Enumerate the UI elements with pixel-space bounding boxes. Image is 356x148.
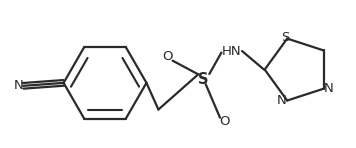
Text: S: S (281, 31, 289, 44)
Text: O: O (219, 115, 230, 128)
Text: N: N (14, 79, 23, 92)
Text: O: O (162, 50, 173, 63)
Text: N: N (324, 82, 334, 95)
Text: N: N (277, 94, 287, 107)
Text: HN: HN (221, 45, 241, 58)
Text: S: S (198, 72, 208, 87)
